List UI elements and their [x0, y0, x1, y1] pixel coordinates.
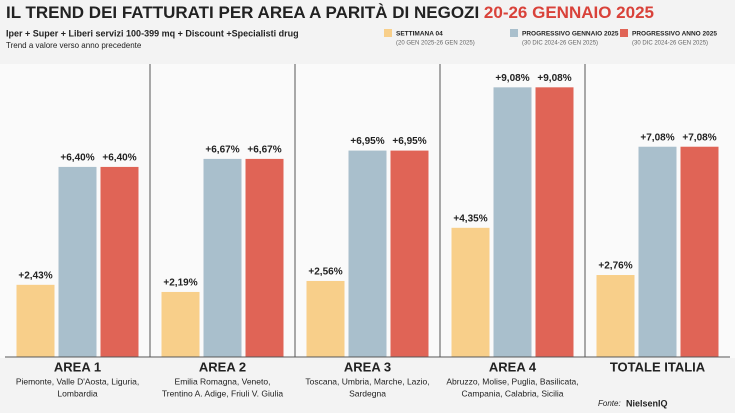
bar: [306, 280, 345, 357]
value-label: +6,95%: [392, 136, 426, 147]
chart-title: IL TREND DEI FATTURATI PER AREA A PARITÀ…: [6, 3, 654, 22]
category-note: Sardegna: [349, 388, 386, 398]
legend-period: (30 DIC 2024-26 GEN 2025): [522, 41, 598, 47]
bar: [16, 284, 55, 357]
category-note: Piemonte, Valle D'Aosta, Liguria,: [16, 376, 139, 386]
category-label: AREA 3: [344, 359, 391, 374]
value-label: +9,08%: [495, 73, 529, 84]
bar: [245, 158, 284, 357]
bar: [493, 87, 532, 357]
bar: [596, 275, 635, 357]
value-label: +9,08%: [537, 73, 571, 84]
bar: [390, 150, 429, 357]
source-name: NielsenIQ: [626, 398, 668, 408]
category-note: Trentino A. Adige, Friuli V. Giulia: [162, 388, 284, 398]
legend-swatch: [620, 29, 628, 37]
value-label: +7,08%: [682, 132, 716, 143]
bar: [161, 291, 200, 357]
category-note: Lombardia: [57, 388, 97, 398]
value-label: +2,76%: [598, 261, 632, 272]
bar: [203, 158, 242, 357]
bar: [680, 146, 719, 357]
title-highlight: 20-26 GENNAIO 2025: [484, 3, 654, 22]
category-label: AREA 2: [199, 359, 246, 374]
category-label: TOTALE ITALIA: [610, 359, 706, 374]
value-label: +2,19%: [163, 278, 197, 289]
category-label: AREA 4: [489, 359, 537, 374]
value-label: +6,67%: [205, 145, 239, 156]
category-note: Toscana, Umbria, Marche, Lazio,: [305, 376, 429, 386]
category-note: Emilia Romagna, Veneto,: [175, 376, 271, 386]
legend-label: PROGRESSIVO GENNAIO 2025: [522, 31, 619, 38]
value-label: +6,40%: [102, 153, 136, 164]
bar: [100, 166, 139, 357]
value-label: +7,08%: [640, 132, 674, 143]
legend-swatch: [510, 29, 518, 37]
value-label: +6,40%: [60, 153, 94, 164]
value-label: +6,67%: [247, 145, 281, 156]
legend-period: (20 GEN 2025-26 GEN 2025): [396, 41, 475, 47]
legend-label: SETTIMANA 04: [396, 31, 443, 38]
value-label: +2,56%: [308, 267, 342, 278]
title-main: IL TREND DEI FATTURATI PER AREA A PARITÀ…: [6, 3, 479, 22]
note: Trend a valore verso anno precedente: [6, 41, 142, 50]
value-label: +2,43%: [18, 270, 52, 281]
legend-label: PROGRESSIVO ANNO 2025: [632, 31, 717, 38]
bar: [638, 146, 677, 357]
category-note: Campania, Calabria, Sicilia: [461, 388, 563, 398]
bar: [58, 166, 97, 357]
bar: [535, 87, 574, 357]
subtitle: Iper + Super + Liberi servizi 100-399 mq…: [6, 28, 299, 38]
category-note: Abruzzo, Molise, Puglia, Basilicata,: [446, 376, 578, 386]
value-label: +6,95%: [350, 136, 384, 147]
bar: [348, 150, 387, 357]
legend-swatch: [384, 29, 392, 37]
legend-period: (30 DIC 2024-26 GEN 2025): [632, 41, 708, 47]
value-label: +4,35%: [453, 213, 487, 224]
bar: [451, 227, 490, 357]
source-label: Fonte:: [598, 399, 621, 408]
category-label: AREA 1: [54, 359, 101, 374]
